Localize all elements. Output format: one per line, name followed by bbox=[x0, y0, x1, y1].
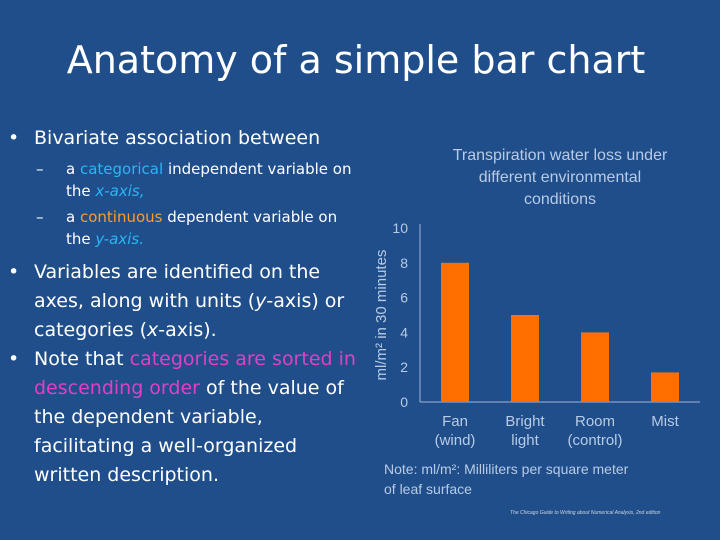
x-italic: x bbox=[147, 319, 159, 341]
chart-title-line: conditions bbox=[524, 191, 596, 208]
bar bbox=[441, 262, 469, 402]
chart-note-line: Note: ml/m²: Milliliters per square mete… bbox=[384, 461, 629, 477]
bullet-symbol: • bbox=[8, 261, 20, 283]
bullet-text-post: of the value of the dependent variable, … bbox=[34, 377, 344, 486]
bar bbox=[651, 372, 679, 402]
bullet-text-pre: Note that bbox=[34, 348, 130, 370]
sub-bullet-item: – a continuous dependent variable on the… bbox=[32, 206, 358, 250]
bullet-text-post: -axis). bbox=[158, 319, 217, 341]
y-tick-label: 8 bbox=[400, 255, 408, 271]
y-tick-label: 0 bbox=[400, 394, 408, 410]
y-tick-label: 4 bbox=[400, 324, 408, 340]
sub-text-mid: independent variable on the bbox=[66, 160, 352, 200]
y-tick-label: 2 bbox=[400, 359, 408, 375]
bullet-symbol: • bbox=[8, 127, 20, 149]
bullet-symbol: • bbox=[8, 348, 20, 370]
x-tick-label: Fan bbox=[442, 413, 468, 430]
y-axis-highlight: y-axis. bbox=[95, 230, 144, 248]
dash-symbol: – bbox=[36, 160, 44, 178]
sub-bullet-item: – a categorical independent variable on … bbox=[32, 158, 358, 202]
x-tick-label: Bright bbox=[505, 413, 545, 430]
sub-text-mid: dependent variable on the bbox=[66, 208, 338, 248]
x-axis-highlight: x-axis, bbox=[95, 182, 145, 200]
bullet-text-mid: -axis) or categories ( bbox=[34, 290, 345, 341]
chart-note-line: of leaf surface bbox=[384, 481, 472, 497]
bar-chart: Transpiration water loss under different … bbox=[373, 147, 700, 497]
x-tick-label: Room bbox=[575, 413, 615, 430]
x-tick-label: (control) bbox=[567, 432, 622, 449]
bullet-item: • Variables are identified on the axes, … bbox=[8, 258, 358, 345]
dash-symbol: – bbox=[36, 208, 44, 226]
x-tick-label: light bbox=[511, 432, 539, 449]
categorical-highlight: categorical bbox=[79, 160, 164, 178]
x-tick-label: (wind) bbox=[435, 432, 476, 449]
sub-text-pre: a bbox=[66, 208, 80, 226]
slide-title: Anatomy of a simple bar chart bbox=[66, 38, 646, 82]
y-tick-label: 6 bbox=[400, 290, 408, 306]
y-tick-label: 10 bbox=[392, 220, 408, 236]
y-italic: y bbox=[255, 290, 267, 312]
bullet-item: • Bivariate association between bbox=[8, 124, 358, 152]
chart-title-line: different environmental bbox=[479, 169, 641, 186]
bullet-text: Bivariate association between bbox=[34, 127, 321, 149]
source-citation: The Chicago Guide to Writing about Numer… bbox=[510, 510, 661, 516]
bullet-list: • Bivariate association between – a cate… bbox=[8, 124, 358, 490]
y-axis-label: ml/m² in 30 minutes bbox=[373, 250, 390, 381]
sub-text-pre: a bbox=[66, 160, 80, 178]
continuous-highlight: continuous bbox=[79, 208, 163, 226]
bullet-item: • Note that categories are sorted in des… bbox=[8, 345, 358, 490]
bar bbox=[581, 332, 609, 402]
bar bbox=[511, 315, 539, 402]
x-tick-label: Mist bbox=[651, 413, 679, 430]
bullet-text-pre: Variables are identified on the axes, al… bbox=[34, 261, 321, 312]
sorted-highlight: categories are sorted in descending orde… bbox=[34, 348, 356, 399]
chart-title-line: Transpiration water loss under bbox=[453, 147, 668, 164]
